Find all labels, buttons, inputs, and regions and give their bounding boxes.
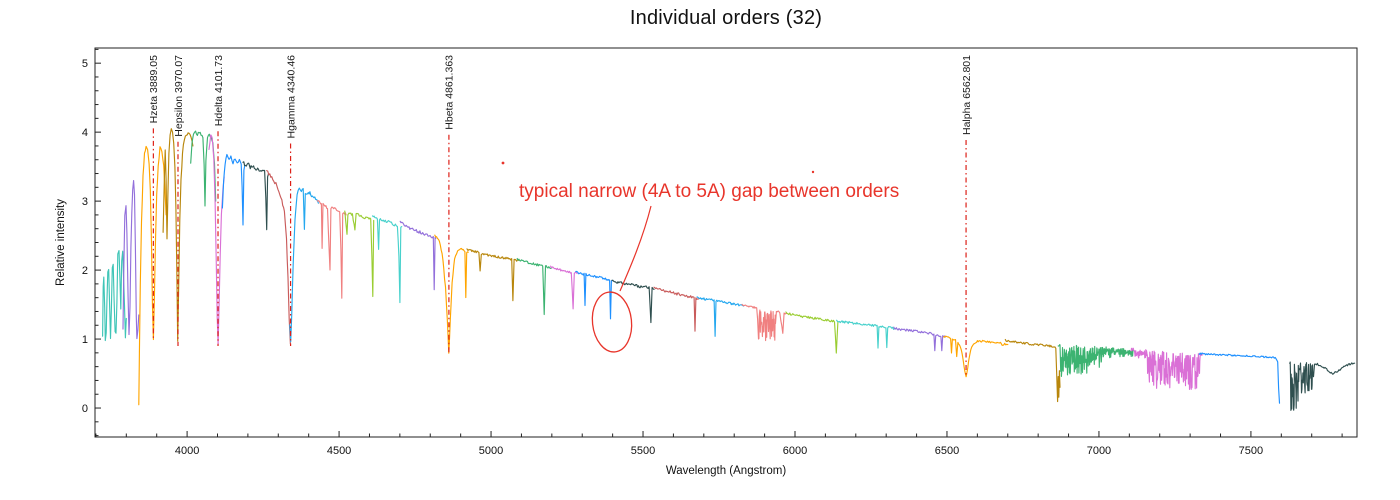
x-tick-label: 5000 <box>479 445 503 457</box>
order-32 <box>1289 361 1356 411</box>
page-title: Individual orders (32) <box>629 7 823 29</box>
x-tick-label: 4500 <box>327 445 351 457</box>
line-label-Hdelta: Hdelta 4101.73 <box>213 55 225 126</box>
gap-annotation: typical narrow (4A to 5A) gap between or… <box>501 161 899 353</box>
order-22 <box>696 296 745 337</box>
order-05 <box>190 130 217 207</box>
spectral-orders <box>102 128 1356 411</box>
y-tick-label: 2 <box>82 265 88 277</box>
order-13 <box>371 215 403 304</box>
order-14 <box>399 220 437 291</box>
gap-annotation-connector <box>619 205 652 292</box>
stray-red-dot <box>811 170 815 174</box>
y-tick-label: 0 <box>82 403 88 415</box>
order-11 <box>316 200 347 299</box>
line-label-Hzeta: Hzeta 3889.05 <box>148 55 160 123</box>
order-18 <box>550 265 578 310</box>
order-17 <box>516 257 553 316</box>
gap-annotation-ellipse <box>591 291 633 353</box>
order-29 <box>1057 344 1134 377</box>
order-15 <box>434 234 469 354</box>
x-tick-label: 6000 <box>783 445 807 457</box>
y-tick-label: 4 <box>82 127 88 139</box>
order-06 <box>208 134 225 345</box>
x-axis-title: Wavelength (Angstrom) <box>666 465 787 477</box>
x-tick-label: 7500 <box>1239 445 1263 457</box>
order-28 <box>1004 338 1061 403</box>
x-tick-label: 7000 <box>1087 445 1111 457</box>
order-27 <box>943 335 1009 378</box>
order-21 <box>653 286 699 332</box>
x-tick-label: 6500 <box>935 445 959 457</box>
order-12 <box>344 210 375 298</box>
order-20 <box>611 279 655 324</box>
order-31 <box>1198 352 1281 404</box>
order-01 <box>102 250 127 342</box>
gap-annotation-text: typical narrow (4A to 5A) gap between or… <box>519 181 899 202</box>
line-markers: Hzeta 3889.05 Hepsilon 3970.07 Hdelta 4101… <box>148 55 973 377</box>
order-07 <box>221 153 246 226</box>
order-02 <box>122 180 140 340</box>
line-label-Hepsilon: Hepsilon 3970.07 <box>173 55 185 137</box>
y-tick-label: 5 <box>82 58 88 70</box>
order-10 <box>289 187 319 343</box>
order-08 <box>242 161 270 231</box>
x-tick-label: 4000 <box>175 445 199 457</box>
line-label-Hbeta: Hbeta 4861.363 <box>444 55 456 130</box>
y-axis-title: Relative intensity <box>55 199 67 286</box>
y-tick-label: 3 <box>82 196 88 208</box>
order-09 <box>266 170 291 345</box>
ticks: 4000 4500 5000 5500 6000 6500 7000 7500 0 1 2 3 4 5 <box>82 48 1343 457</box>
order-23 <box>741 303 788 342</box>
order-19 <box>575 270 614 320</box>
order-04 <box>162 128 194 342</box>
order-30 <box>1130 347 1203 390</box>
order-26 <box>893 326 947 352</box>
x-tick-label: 5500 <box>631 445 655 457</box>
order-24 <box>785 311 839 354</box>
stray-red-dot <box>501 161 505 165</box>
y-tick-label: 1 <box>82 334 88 346</box>
order-25 <box>836 319 897 349</box>
order-03 <box>138 145 167 406</box>
order-16 <box>466 248 519 302</box>
line-label-Halpha: Halpha 6562.801 <box>961 55 973 135</box>
line-label-Hgamma: Hgamma 4340.46 <box>285 55 297 139</box>
axes <box>94 47 1358 438</box>
